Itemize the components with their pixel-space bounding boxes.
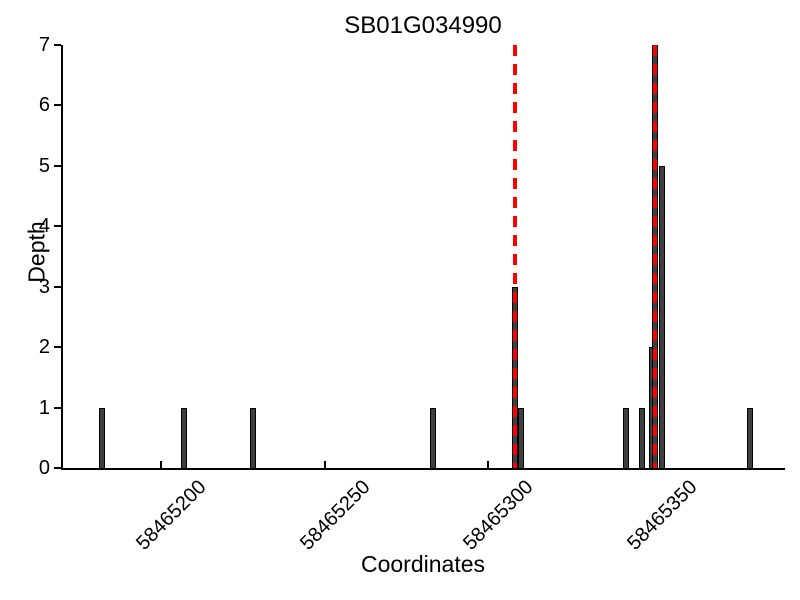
y-tick-label: 4	[38, 215, 50, 238]
y-tick-mark	[54, 44, 61, 46]
y-axis-spine	[61, 45, 63, 470]
x-tick-mark	[487, 461, 490, 468]
coverage-bar	[639, 407, 646, 468]
x-tick-label: 58465200	[132, 476, 211, 555]
y-tick-mark	[54, 104, 61, 107]
y-tick-mark	[54, 164, 61, 167]
y-tick-label: 7	[38, 34, 50, 56]
y-tick-label: 3	[38, 275, 50, 298]
coverage-bar	[658, 165, 665, 468]
coverage-bar	[747, 407, 754, 468]
y-tick-label: 0	[38, 457, 50, 479]
y-tick-mark	[54, 346, 61, 349]
x-tick-mark	[323, 461, 326, 468]
chart-title: SB01G034990	[344, 12, 502, 39]
x-tick-label: 58465300	[459, 476, 539, 555]
y-tick-label: 2	[38, 336, 50, 359]
coverage-bar	[249, 407, 256, 468]
coverage-bar	[99, 407, 106, 468]
y-tick-mark	[54, 225, 61, 228]
y-tick-label: 5	[38, 154, 50, 177]
coverage-bar	[181, 407, 188, 468]
y-tick-mark	[54, 467, 61, 469]
y-axis-label: Depth	[23, 221, 50, 283]
y-tick-mark	[54, 406, 61, 409]
coverage-bar	[429, 407, 436, 468]
x-tick-mark	[160, 461, 163, 468]
x-tick-label: 58465250	[295, 476, 375, 555]
marker-vline	[653, 45, 658, 468]
x-tick-label: 58465350	[623, 476, 702, 555]
coverage-bar	[518, 407, 525, 468]
y-tick-label: 6	[38, 94, 50, 117]
y-tick-label: 1	[38, 396, 50, 419]
x-axis-spine	[61, 468, 785, 470]
coverage-bar	[622, 407, 629, 468]
x-axis-label: Coordinates	[360, 551, 486, 577]
marker-vline	[512, 45, 517, 468]
y-tick-mark	[54, 285, 61, 288]
plot-area: 0 1 2 3 4 5 6 7 58465200 58465250 58465300 58465350	[39, 34, 783, 554]
